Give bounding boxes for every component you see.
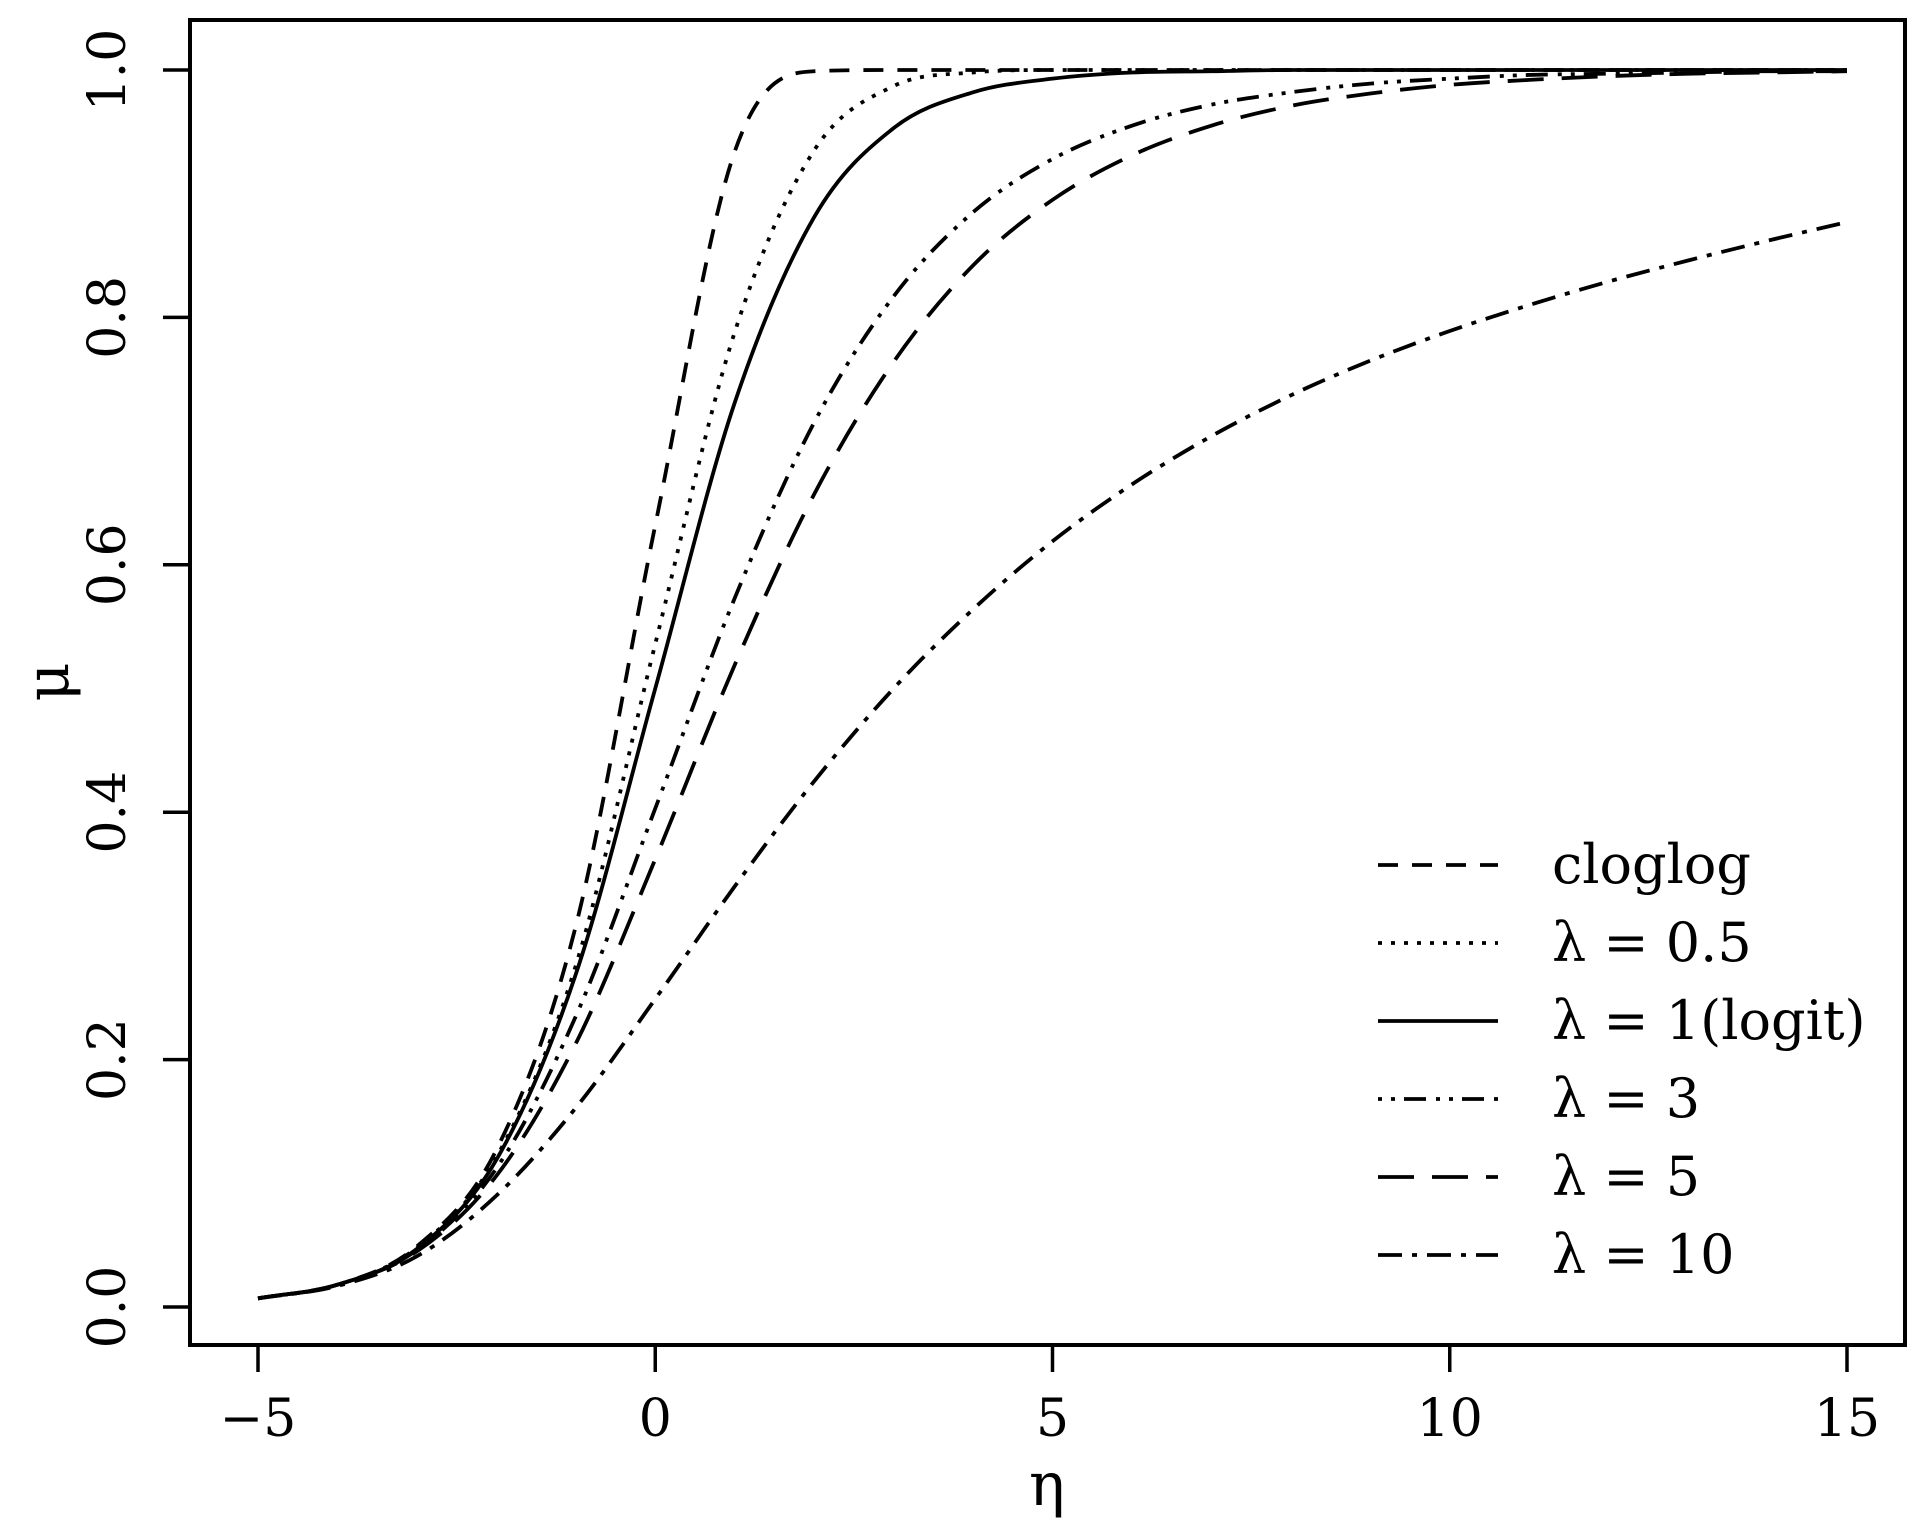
- legend-label: λ = 0.5: [1552, 911, 1752, 974]
- curves: [257, 68, 1848, 1301]
- y-tick-label: 0.6: [78, 523, 138, 606]
- legend-label: λ = 5: [1552, 1145, 1700, 1208]
- legend-label: λ = 3: [1552, 1067, 1700, 1130]
- y-tick-label: 0.8: [78, 276, 138, 359]
- y-tick-label: 0.4: [78, 771, 138, 854]
- x-tick-label: 5: [1036, 1389, 1069, 1449]
- legend-label: λ = 10: [1552, 1223, 1735, 1286]
- x-tick-label: −5: [220, 1389, 297, 1449]
- y-tick-label: 0.2: [78, 1018, 138, 1101]
- series-line-4: [257, 69, 1847, 1301]
- series-line-6: [257, 220, 1848, 1301]
- axes: −5 0 5 10 15 0.0 0.2 0.4 0.6 0.8 1.0: [78, 29, 1880, 1449]
- x-tick-label: 10: [1417, 1389, 1483, 1449]
- series-line-5: [257, 69, 1848, 1301]
- x-axis-label: η: [1029, 1450, 1065, 1520]
- y-tick-label: 1.0: [78, 29, 138, 112]
- legend: cloglog λ = 0.5 λ = 1(logit) λ = 3 λ = 5 λ = …: [1378, 833, 1866, 1286]
- x-tick-label: 15: [1814, 1389, 1880, 1449]
- x-tick-label: 0: [639, 1389, 672, 1449]
- series-line-3: [257, 68, 1847, 1301]
- legend-label: cloglog: [1552, 833, 1751, 896]
- legend-label: λ = 1(logit): [1552, 989, 1866, 1052]
- y-axis-label: μ: [13, 663, 83, 702]
- y-tick-label: 0.0: [78, 1266, 138, 1349]
